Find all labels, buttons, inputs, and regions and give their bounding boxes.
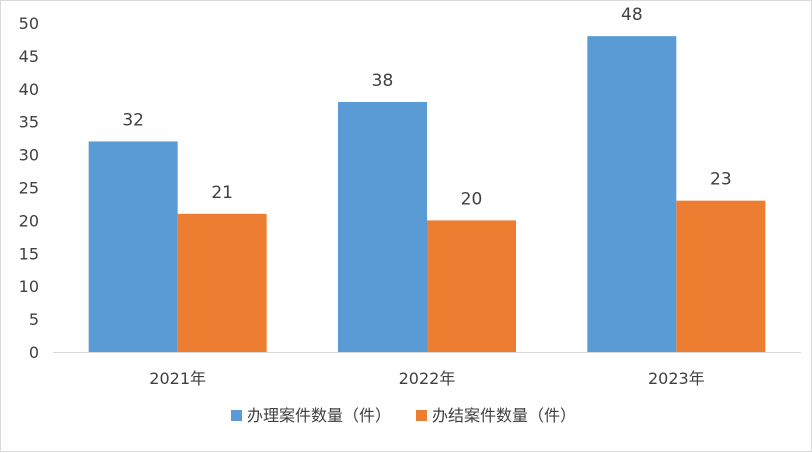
y-tick-label: 10 <box>19 277 39 296</box>
y-tick-label: 45 <box>19 47 39 66</box>
legend-label: 办理案件数量（件） <box>247 406 391 425</box>
bars <box>88 36 766 353</box>
y-tick-label: 30 <box>19 146 39 165</box>
y-tick-label: 25 <box>19 179 39 198</box>
legend-swatch <box>416 410 427 421</box>
y-tick-label: 5 <box>29 310 39 329</box>
x-tick-label: 2022年 <box>399 369 456 388</box>
bar-closed-0 <box>177 213 267 352</box>
data-label: 32 <box>122 110 144 130</box>
data-labels: 32 21 38 20 48 23 <box>122 5 731 209</box>
bar-closed-1 <box>427 220 516 352</box>
bar-handled-1 <box>338 101 427 353</box>
y-axis: 0 5 10 15 20 25 30 35 40 45 50 <box>19 14 39 362</box>
legend-label: 办结案件数量（件） <box>432 406 576 425</box>
y-tick-label: 50 <box>19 14 39 33</box>
y-tick-label: 0 <box>29 343 39 362</box>
legend: 办理案件数量（件） 办结案件数量（件） <box>231 406 576 425</box>
data-label: 21 <box>211 183 233 203</box>
data-label: 20 <box>461 189 483 209</box>
y-tick-label: 40 <box>19 80 39 99</box>
x-axis: 2021年 2022年 2023年 <box>53 352 801 388</box>
legend-swatch <box>231 410 242 421</box>
data-label: 23 <box>710 170 732 190</box>
y-tick-label: 20 <box>19 211 39 230</box>
data-label: 48 <box>621 5 643 25</box>
bar-handled-2 <box>587 36 677 352</box>
y-tick-label: 35 <box>19 113 39 132</box>
bar-handled-0 <box>88 141 178 352</box>
y-tick-label: 15 <box>19 244 39 263</box>
data-label: 38 <box>372 71 394 91</box>
x-tick-label: 2023年 <box>648 369 705 388</box>
bar-closed-2 <box>676 200 766 352</box>
x-tick-label: 2021年 <box>149 369 206 388</box>
